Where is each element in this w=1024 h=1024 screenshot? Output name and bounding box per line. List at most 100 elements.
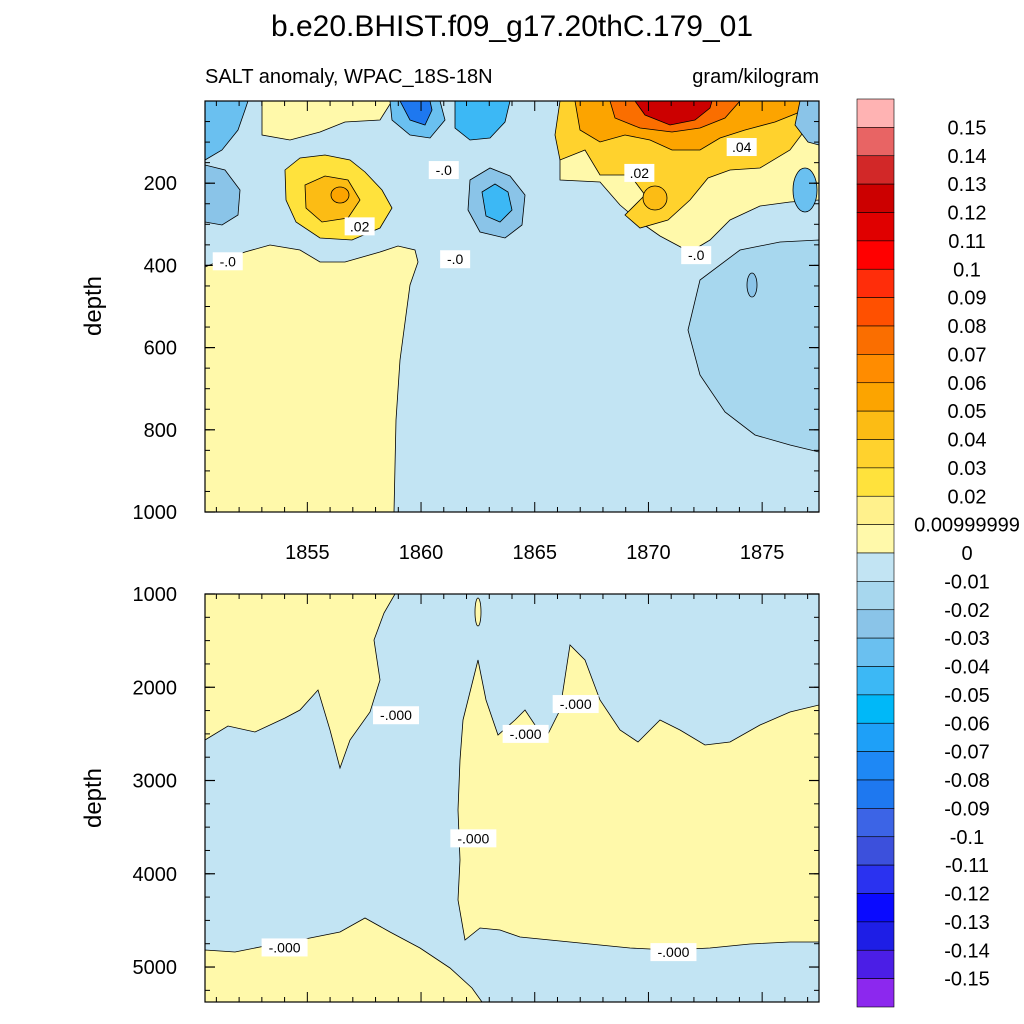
upper-contour-label-text: .02 xyxy=(350,218,370,234)
colorbar-swatch xyxy=(856,694,895,724)
upper-negative-spot-west xyxy=(205,164,241,226)
colorbar-swatch xyxy=(856,297,895,327)
upper-positive-core-west-center xyxy=(330,186,350,204)
upper-contour-label-text: -.0 xyxy=(436,162,453,178)
colorbar-label: -0.07 xyxy=(944,742,990,764)
colorbar-label: -0.11 xyxy=(945,855,989,877)
upper-negative-spot-northwest xyxy=(205,101,249,161)
lower-contour-label: -.000 xyxy=(450,829,497,848)
upper-y-tick-label: 200 xyxy=(144,173,177,195)
upper-x-tick-label: 1865 xyxy=(512,542,557,564)
lower-y-axis-title: depth xyxy=(80,768,107,828)
upper-contour-label-text: -.0 xyxy=(447,251,464,267)
colorbar-swatch xyxy=(856,581,895,611)
lower-contour-label: -.000 xyxy=(650,943,697,962)
upper-negative-spot-center-inner xyxy=(481,183,513,223)
colorbar-swatch xyxy=(856,467,895,497)
colorbar-label: -0.04 xyxy=(944,657,990,679)
upper-x-tick-label: 1855 xyxy=(285,542,330,564)
lower-contour-labels: -.000 -.000 -.000 -.000 -.000 -.000 xyxy=(261,695,697,962)
colorbar-label: -0.02 xyxy=(944,600,990,622)
colorbar-swatch xyxy=(856,609,895,639)
colorbar-label: 0.02 xyxy=(948,486,987,508)
colorbar-label: -0.09 xyxy=(944,798,990,820)
lower-contour-label-text: -.000 xyxy=(657,944,689,960)
lower-contour-label: -.000 xyxy=(502,724,549,743)
colorbar-label: 0.06 xyxy=(948,373,987,395)
colorbar-swatch xyxy=(856,949,895,979)
colorbar-swatch xyxy=(856,808,895,838)
colorbar-swatch xyxy=(856,552,895,582)
lower-y-axis: 1000 2000 3000 4000 5000 xyxy=(133,584,819,991)
colorbar-swatch xyxy=(856,637,895,667)
colorbar-swatch xyxy=(856,751,895,781)
colorbar-swatch xyxy=(856,722,895,752)
lower-positive-region-east xyxy=(457,644,819,951)
lower-contour-label-text: -.000 xyxy=(510,726,542,742)
colorbar-swatch xyxy=(856,127,895,157)
colorbar-swatch xyxy=(856,978,895,1008)
upper-contour-label: -.0 xyxy=(428,161,459,180)
colorbar-swatch xyxy=(856,893,895,923)
upper-negative-spot-east-small xyxy=(746,272,758,298)
lower-contour-label-text: -.000 xyxy=(457,830,489,846)
lower-contour-label-box xyxy=(552,695,599,714)
upper-contour-label-box xyxy=(440,250,471,269)
lower-contour-label-text: -.000 xyxy=(560,696,592,712)
colorbar-swatch xyxy=(856,98,895,128)
lower-contour-label: -.000 xyxy=(261,938,308,957)
colorbar-swatch xyxy=(856,268,895,298)
upper-x-axis: 1855 1860 1865 1870 1875 xyxy=(215,101,809,564)
right-subtitle: gram/kilogram xyxy=(692,66,819,88)
colorbar-swatch xyxy=(856,921,895,951)
colorbar-label: 0.1 xyxy=(953,259,981,281)
lower-contour-label: -.000 xyxy=(373,706,420,725)
lower-contour-label-box xyxy=(450,829,497,848)
colorbar-label: -0.03 xyxy=(944,628,990,650)
colorbar-label: 0.08 xyxy=(948,316,987,338)
lower-y-tick-label: 1000 xyxy=(133,584,178,606)
colorbar-swatch xyxy=(856,354,895,384)
upper-contour-label-box xyxy=(624,163,655,182)
upper-negative-spot-east xyxy=(792,167,818,213)
left-subtitle: SALT anomaly, WPAC_18S-18N xyxy=(205,66,493,88)
colorbar-swatch xyxy=(856,410,895,440)
colorbar-swatch xyxy=(856,183,895,213)
colorbar-swatch xyxy=(856,836,895,866)
lower-y-tick-label: 2000 xyxy=(133,677,178,699)
upper-negative-spot-north-center xyxy=(399,101,433,126)
upper-x-tick-label: 1870 xyxy=(626,542,671,564)
upper-contour-label-box xyxy=(428,161,459,180)
lower-contour-label-box xyxy=(502,724,549,743)
colorbar-label: 0.12 xyxy=(948,203,987,225)
colorbar-swatch xyxy=(856,240,895,270)
upper-contour-label: -.0 xyxy=(212,252,243,271)
upper-y-tick-label: 600 xyxy=(144,338,177,360)
lower-positive-region-northwest xyxy=(205,594,396,770)
upper-contour-label-text: -.0 xyxy=(688,247,705,263)
lower-positive-region-southwest xyxy=(205,917,483,1002)
colorbar-swatch xyxy=(856,666,895,696)
upper-positive-region-west xyxy=(205,244,419,512)
colorbar-swatch xyxy=(856,779,895,809)
upper-y-tick-label: 400 xyxy=(144,255,177,277)
colorbar-label: -0.01 xyxy=(944,571,990,593)
colorbar-label: 0.09 xyxy=(948,288,987,310)
upper-contour-label-box xyxy=(726,138,757,157)
colorbar-label: 0.15 xyxy=(948,117,987,139)
colorbar-label: 0.14 xyxy=(948,146,987,168)
colorbar-swatch xyxy=(856,325,895,355)
lower-plot-field xyxy=(205,594,819,1002)
upper-y-axis: 200 400 600 800 1000 xyxy=(133,100,819,524)
colorbar-label: -0.05 xyxy=(944,685,990,707)
upper-positive-core-east-deepred xyxy=(634,101,713,126)
colorbar-swatch xyxy=(856,439,895,469)
upper-contour-label: .02 xyxy=(344,217,375,236)
upper-positive-spot-east xyxy=(642,185,668,211)
upper-contour-label: -.0 xyxy=(440,250,471,269)
colorbar-label: 0 xyxy=(961,543,972,565)
colorbar: 0.15 0.14 0.13 0.12 0.11 0.1 0.09 0.08 0.07 0.06 0… xyxy=(856,98,1020,1008)
upper-contour-label-box xyxy=(344,217,375,236)
